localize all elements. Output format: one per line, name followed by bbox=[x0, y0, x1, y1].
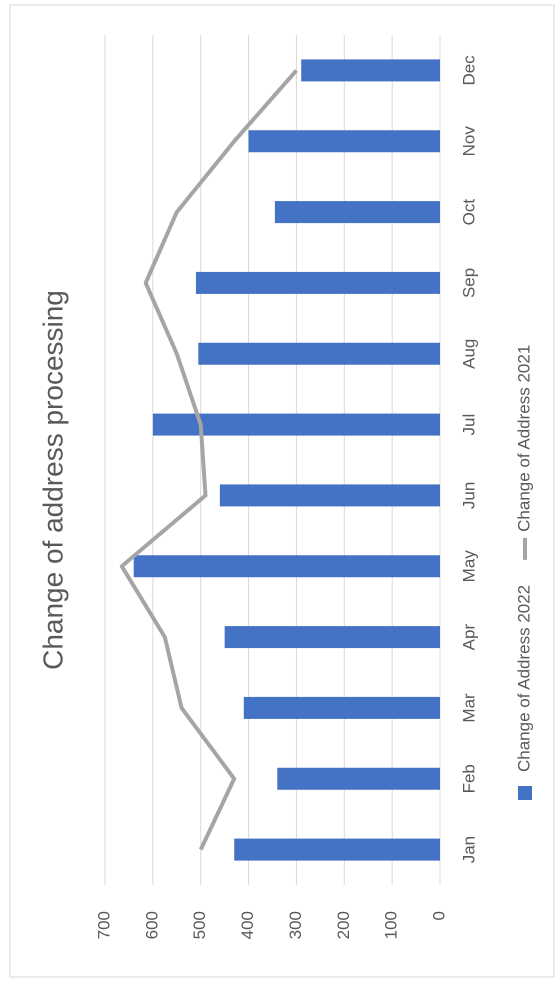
rotated-chart: Change of address processing 0 100 200 300 4… bbox=[37, 35, 533, 939]
y-tick-label: 300 bbox=[286, 911, 305, 939]
bar bbox=[224, 626, 440, 649]
x-tick-label: Aug bbox=[459, 339, 478, 369]
bar bbox=[243, 696, 440, 719]
x-tick-label: Sep bbox=[459, 268, 478, 298]
bar bbox=[219, 484, 440, 507]
legend-swatch bbox=[518, 786, 532, 800]
bar bbox=[198, 342, 440, 365]
x-tick-label: May bbox=[459, 550, 478, 583]
bar bbox=[274, 201, 440, 224]
y-tick-label: 0 bbox=[429, 911, 448, 920]
bar bbox=[152, 413, 440, 436]
x-tick-label: Jul bbox=[459, 414, 478, 436]
y-tick-label: 200 bbox=[334, 911, 353, 939]
bar bbox=[133, 555, 440, 578]
x-tick-label: Jan bbox=[459, 836, 478, 863]
bar bbox=[195, 271, 440, 294]
x-tick-label: Oct bbox=[459, 199, 478, 226]
y-tick-label: 500 bbox=[190, 911, 209, 939]
line bbox=[119, 69, 298, 851]
y-tick-label: 400 bbox=[238, 911, 257, 939]
bar bbox=[301, 59, 441, 82]
bar bbox=[277, 767, 440, 790]
y-tick-label: 700 bbox=[94, 911, 113, 939]
x-tick-label: Jun bbox=[459, 482, 478, 509]
x-tick-label: Apr bbox=[459, 624, 478, 651]
x-tick-label: Nov bbox=[459, 126, 478, 157]
bar bbox=[234, 838, 440, 861]
legend-label: Change of Address 2022 bbox=[514, 585, 533, 772]
legend-label: Change of Address 2021 bbox=[514, 345, 533, 532]
chart-title: Change of address processing bbox=[37, 290, 68, 670]
x-tick-label: Mar bbox=[459, 693, 478, 723]
y-tick-label: 600 bbox=[142, 911, 161, 939]
y-tick-label: 100 bbox=[382, 911, 401, 939]
x-tick-label: Feb bbox=[459, 764, 478, 793]
x-tick-label: Dec bbox=[459, 55, 478, 86]
bar bbox=[248, 130, 440, 153]
